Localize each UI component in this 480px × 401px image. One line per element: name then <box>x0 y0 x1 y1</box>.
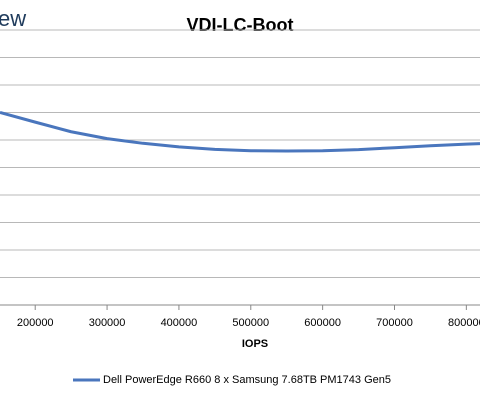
x-tick-label: 200000 <box>17 317 54 329</box>
x-tick-label: 800000 <box>448 317 480 329</box>
x-axis-label: IOPS <box>242 338 268 350</box>
data-line <box>0 111 480 153</box>
x-tick-label: 300000 <box>89 317 126 329</box>
x-tick-label: 600000 <box>304 317 341 329</box>
x-tick-label: 700000 <box>376 317 413 329</box>
x-tick-label: 400000 <box>161 317 198 329</box>
logo: ew <box>0 6 26 31</box>
legend-label: Dell PowerEdge R660 8 x Samsung 7.68TB P… <box>103 374 391 386</box>
x-tick-label: 500000 <box>232 317 269 329</box>
chart-title: VDI-LC-Boot <box>187 15 294 35</box>
